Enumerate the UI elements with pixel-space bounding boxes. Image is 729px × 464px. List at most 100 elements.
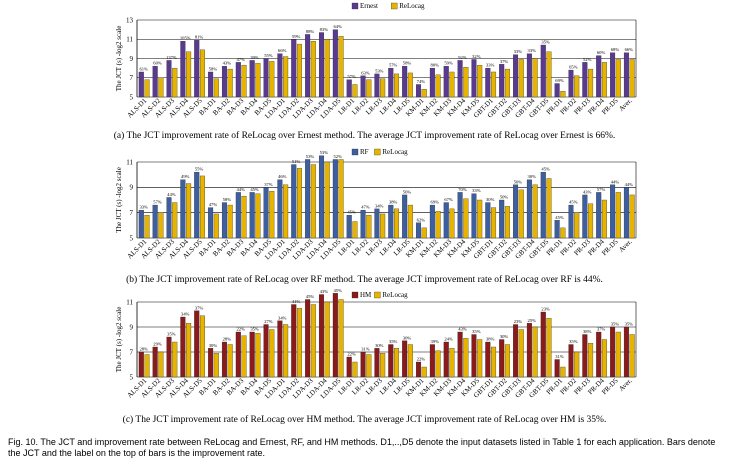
bar-relocag <box>324 39 330 98</box>
bar-relocag <box>241 196 247 239</box>
bar-ernest <box>540 44 546 98</box>
bar-relocag <box>407 204 413 239</box>
improvement-label: 33% <box>528 48 537 53</box>
bar-ernest <box>221 66 227 98</box>
bar-rf <box>318 155 324 239</box>
improvement-label: 49% <box>181 174 190 179</box>
bar-relocag <box>518 59 524 98</box>
bar-rf <box>277 179 283 239</box>
bar-hm <box>499 339 505 378</box>
y-tick-label: 11 <box>126 298 133 306</box>
bar-rf <box>138 209 144 239</box>
bar-relocag <box>186 183 192 239</box>
legend-label: ReLocag <box>382 148 408 156</box>
bar-hm <box>623 326 629 378</box>
improvement-label: 58% <box>403 61 412 66</box>
bar-hm <box>429 344 435 378</box>
bar-rf <box>568 204 574 239</box>
caption-c: (c) The JCT improvement rate of ReLocag … <box>122 415 607 425</box>
improvement-label: 22% <box>347 352 356 357</box>
bar-rf <box>416 222 422 239</box>
bar-ernest <box>360 75 366 98</box>
bar-rf <box>332 159 338 239</box>
bar-relocag <box>421 89 427 98</box>
bar-hm <box>152 346 158 378</box>
y-tick-label: 7 <box>130 209 134 217</box>
improvement-label: 68% <box>611 47 620 52</box>
bar-rf <box>499 199 505 239</box>
bar-ernest <box>513 54 519 98</box>
bar-hm <box>166 336 172 378</box>
improvement-label: 35% <box>569 339 578 344</box>
caption-b: (b) The JCT improvement rate of ReLocag … <box>126 275 603 285</box>
improvement-label: 35% <box>625 322 634 327</box>
improvement-label: 52% <box>333 154 342 159</box>
improvement-label: 33% <box>472 188 481 193</box>
bar-relocag <box>629 334 635 378</box>
improvement-label: 105% <box>180 36 191 41</box>
bar-rf <box>582 194 588 239</box>
bar-relocag <box>532 184 538 239</box>
bar-rf <box>471 193 477 239</box>
y-tick-label: 5 <box>130 234 134 242</box>
bar-rf <box>388 204 394 239</box>
improvement-label: 81% <box>195 35 204 40</box>
improvement-label: 28% <box>223 337 232 342</box>
improvement-label: 53% <box>306 154 315 159</box>
bar-ernest <box>443 66 449 98</box>
improvement-label: 23% <box>514 319 523 324</box>
bar-hm <box>305 299 311 378</box>
bar-ernest <box>554 83 560 98</box>
bar-relocag <box>227 204 233 239</box>
improvement-label: 52% <box>583 57 592 62</box>
bar-relocag <box>449 71 455 98</box>
improvement-label: 45% <box>541 167 550 172</box>
bar-hm <box>554 359 560 378</box>
bar-relocag <box>601 199 607 239</box>
bar-ernest <box>388 67 394 98</box>
bar-relocag <box>324 301 330 378</box>
caption-a: (a) The JCT improvement rate of ReLocag … <box>113 131 616 141</box>
bar-rf <box>180 179 186 239</box>
bar-relocag <box>213 353 219 378</box>
legend-swatch <box>351 2 359 10</box>
legend-label: ReLocag <box>399 2 425 10</box>
y-tick-label: 11 <box>126 158 133 166</box>
improvement-label: 46% <box>278 174 287 179</box>
bar-relocag <box>144 354 150 378</box>
bar-relocag <box>532 326 538 378</box>
bar-rf <box>208 207 214 239</box>
improvement-label: 51% <box>292 159 301 164</box>
legend-label: RF <box>360 148 369 156</box>
bar-rf <box>194 171 200 239</box>
legend-label: ReLocag <box>382 291 408 299</box>
bar-ernest <box>402 66 408 98</box>
improvement-label: 60% <box>153 61 162 66</box>
bar-hm <box>596 331 602 378</box>
improvement-label: 30% <box>500 334 509 339</box>
bar-relocag <box>283 324 289 378</box>
bar-relocag <box>380 213 386 239</box>
bar-relocag <box>601 62 607 98</box>
bar-relocag <box>144 215 150 239</box>
bar-ernest <box>346 79 352 98</box>
bar-hm <box>249 331 255 378</box>
y-tick-label: 9 <box>130 323 134 331</box>
bar-rf <box>360 209 366 239</box>
improvement-label: 58% <box>209 66 218 71</box>
improvement-label: 92% <box>458 55 467 60</box>
bar-relocag <box>310 41 316 98</box>
improvement-label: 44% <box>625 182 634 187</box>
improvement-label: 67% <box>444 197 453 202</box>
bar-rf <box>526 179 532 239</box>
bar-hm <box>194 310 200 378</box>
improvement-label: 37% <box>264 182 273 187</box>
improvement-label: 45% <box>306 294 315 299</box>
improvement-label: 38% <box>486 337 495 342</box>
legend-swatch <box>391 2 398 10</box>
improvement-label: 70% <box>458 187 467 192</box>
bar-ernest <box>416 84 422 98</box>
bar-ernest <box>374 73 380 98</box>
bar-relocag <box>158 212 164 239</box>
y-tick-label: 7 <box>130 348 134 356</box>
